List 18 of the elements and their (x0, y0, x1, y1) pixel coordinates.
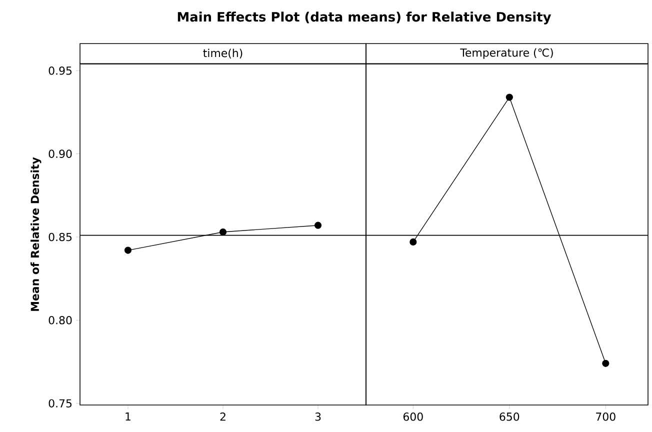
y-tick-label: 0.85 (48, 232, 72, 242)
x-tick-label: 600 (403, 412, 423, 421)
x-tick-label: 1 (126, 412, 130, 421)
chart-title: Main Effects Plot (data means) for Relative Density (178, 12, 552, 24)
x-tick-label: 650 (500, 412, 520, 421)
x-tick-label: 3 (315, 412, 321, 421)
chart-subtitle: time(h) (203, 48, 242, 58)
x-tick-label: 700 (596, 412, 616, 421)
y-axis-title: Mean of Relative Density (30, 157, 42, 311)
point (219, 228, 227, 236)
y-tick-label: 0.80 (48, 316, 72, 324)
y-tick-label: 0.90 (48, 150, 72, 158)
chart-subtitle: Temperature (℃) (460, 48, 553, 59)
y-tick-label: 0.95 (48, 66, 72, 75)
y-tick-label: 0.75 (48, 399, 72, 408)
x-tick-label: 2 (220, 412, 226, 421)
point (314, 222, 322, 229)
point (124, 246, 132, 254)
